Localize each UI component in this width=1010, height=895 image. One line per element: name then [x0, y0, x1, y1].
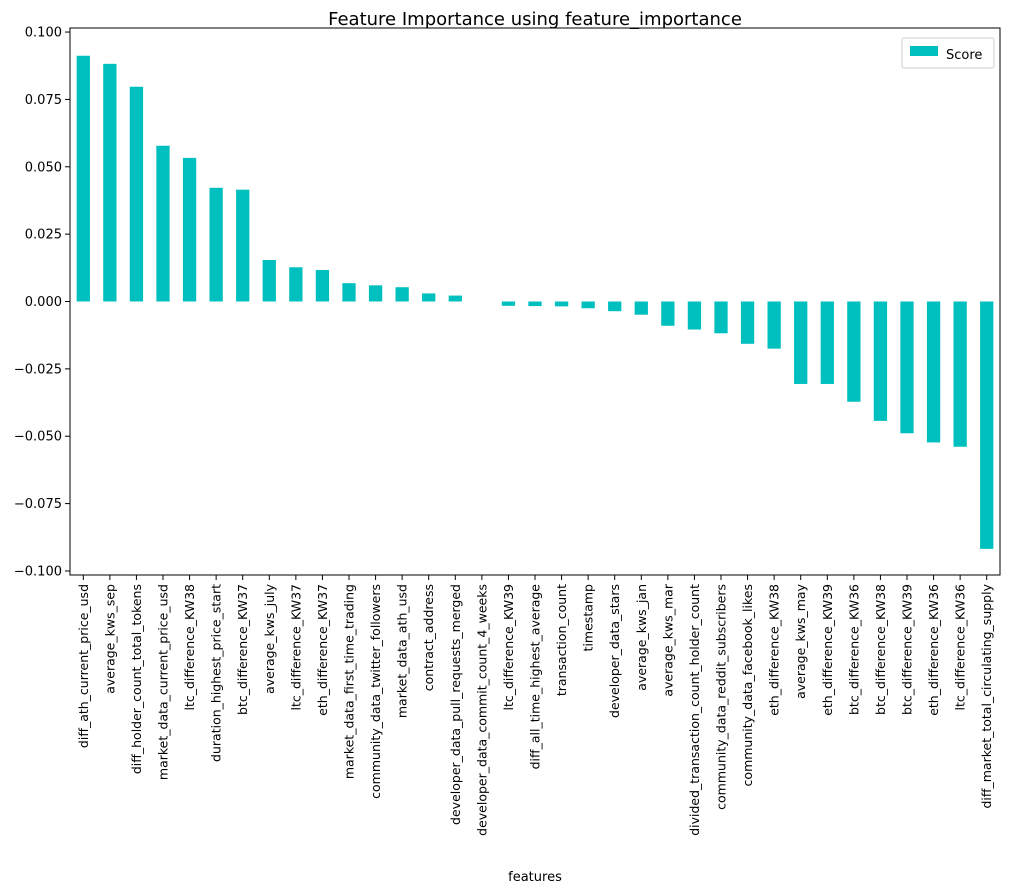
- bar: [262, 260, 276, 302]
- bars: [76, 55, 994, 549]
- y-axis: 0.100 0.075 0.050 0.025 0.000 −0.025 −0.050 −0.…: [14, 26, 70, 579]
- x-tick-label: eth_difference_KW39: [820, 584, 835, 716]
- bar: [608, 301, 622, 312]
- x-tick-label: market_data_ath_usd: [395, 584, 410, 718]
- bar: [368, 285, 383, 302]
- x-tick-label: ltc_difference_KW36: [953, 584, 968, 711]
- bar: [315, 269, 330, 302]
- x-tick-label: average_kws_sep: [102, 584, 117, 694]
- bar: [767, 301, 781, 349]
- x-tick-label: ltc_difference_KW37: [288, 584, 303, 711]
- bar: [581, 301, 595, 309]
- x-tick-label: community_data_twitter_followers: [368, 584, 383, 799]
- bar: [980, 301, 994, 549]
- x-tick-label: developer_data_commit_count_4_weeks: [474, 584, 489, 836]
- bar: [661, 301, 675, 326]
- x-axis-label: features: [508, 870, 562, 885]
- y-tick-label: 0.050: [25, 160, 62, 175]
- legend-label: Score: [946, 48, 982, 63]
- x-tick-label: community_data_facebook_likes: [740, 584, 755, 786]
- x-tick-label: ltc_difference_KW39: [501, 584, 516, 711]
- bar: [156, 145, 170, 302]
- y-tick-label: 0.025: [25, 228, 62, 243]
- y-tick-label: −0.050: [14, 430, 62, 445]
- x-tick-label: community_data_reddit_subscribers: [714, 584, 729, 810]
- x-tick-label: ltc_difference_KW38: [182, 584, 197, 711]
- bar: [342, 283, 356, 302]
- x-tick-label: transaction_count: [554, 584, 569, 696]
- x-tick-label: diff_market_total_circulating_supply: [979, 583, 994, 808]
- bar: [501, 301, 516, 306]
- x-tick-label: btc_difference_KW39: [900, 584, 915, 715]
- bar: [395, 287, 409, 302]
- x-tick-label: average_kws_may: [793, 583, 808, 698]
- bar: [209, 187, 223, 302]
- legend-frame: [901, 37, 995, 69]
- x-tick-label: eth_difference_KW38: [767, 584, 782, 716]
- x-tick-label: contract_address: [421, 584, 436, 691]
- bar: [422, 293, 436, 302]
- bar: [714, 301, 728, 334]
- bar: [103, 63, 117, 302]
- legend-swatch: [910, 46, 938, 56]
- y-tick-label: 0.000: [25, 295, 62, 310]
- bar: [76, 55, 90, 302]
- x-tick-label: eth_difference_KW37: [315, 584, 330, 716]
- bar: [794, 301, 808, 384]
- bar: [687, 301, 702, 330]
- x-tick-label: diff_all_time_highest_average: [528, 584, 543, 770]
- x-tick-label: average_kws_jan: [634, 584, 649, 691]
- x-tick-label: developer_data_pull_requests_merged: [448, 584, 463, 825]
- bar: [236, 189, 250, 302]
- bar: [129, 86, 144, 302]
- y-tick-label: 0.100: [25, 26, 62, 41]
- y-tick-label: 0.075: [25, 93, 62, 108]
- x-axis: diff_ath_current_price_usd average_kws_se…: [76, 575, 994, 836]
- bar: [289, 267, 303, 302]
- bar: [554, 301, 569, 307]
- x-tick-label: btc_difference_KW38: [873, 584, 888, 715]
- bar: [953, 301, 967, 447]
- x-tick-label: eth_difference_KW36: [926, 584, 941, 716]
- bar: [820, 301, 834, 384]
- y-tick-label: −0.075: [14, 497, 62, 512]
- bar: [182, 157, 197, 302]
- bar: [900, 301, 914, 434]
- bar: [634, 301, 648, 315]
- bar: [873, 301, 888, 421]
- bar: [740, 301, 755, 344]
- x-tick-label: market_data_first_time_trading: [342, 584, 357, 779]
- x-tick-label: duration_highest_price_start: [209, 584, 224, 762]
- x-tick-label: diff_ath_current_price_usd: [76, 584, 91, 748]
- bar: [847, 301, 861, 402]
- x-tick-label: btc_difference_KW37: [235, 584, 250, 715]
- legend: Score: [901, 37, 995, 69]
- chart-title: Feature Importance using feature_importa…: [328, 9, 742, 30]
- x-tick-label: developer_data_stars: [607, 584, 622, 718]
- x-tick-label: diff_holder_count_total_tokens: [129, 584, 144, 774]
- bar: [926, 301, 941, 443]
- x-tick-label: market_data_current_price_usd: [156, 584, 171, 780]
- bar: [528, 301, 542, 307]
- y-tick-label: −0.025: [14, 362, 62, 377]
- x-tick-label: divided_transaction_count_holder_count: [687, 584, 702, 836]
- y-tick-label: −0.100: [14, 564, 62, 579]
- plot-frame: [69, 27, 1001, 576]
- x-tick-label: timestamp: [581, 584, 596, 651]
- x-tick-label: average_kws_july: [262, 583, 277, 694]
- bar: [448, 295, 462, 302]
- x-tick-label: btc_difference_KW36: [846, 584, 861, 715]
- x-tick-label: average_kws_mar: [660, 583, 675, 696]
